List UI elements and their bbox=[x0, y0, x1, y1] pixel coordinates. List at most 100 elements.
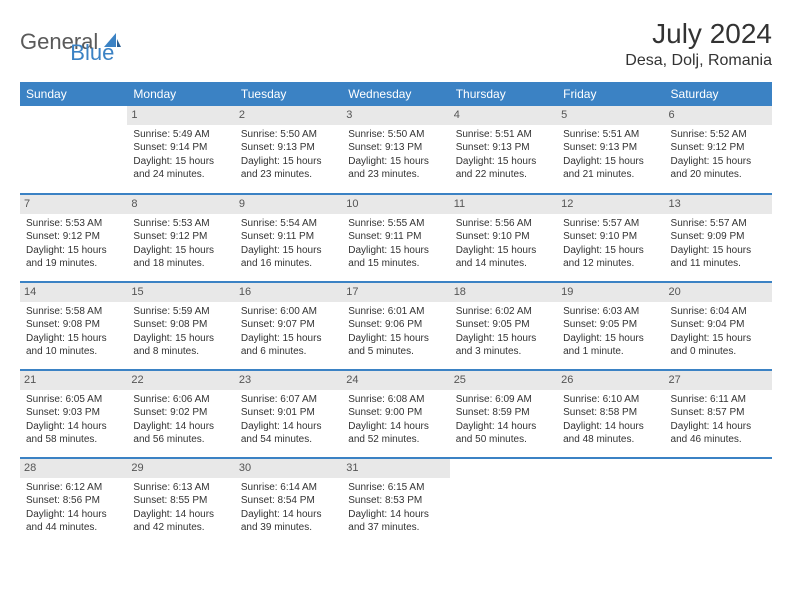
weekday-header: Wednesday bbox=[342, 82, 449, 106]
daylight-text: Daylight: 15 hours bbox=[348, 244, 443, 258]
calendar-cell: 3Sunrise: 5:50 AMSunset: 9:13 PMDaylight… bbox=[342, 106, 449, 194]
daylight-text: Daylight: 14 hours bbox=[26, 420, 121, 434]
day-number: 8 bbox=[127, 195, 234, 214]
daylight-text: and 20 minutes. bbox=[671, 168, 766, 182]
daylight-text: Daylight: 15 hours bbox=[26, 244, 121, 258]
day-number: 4 bbox=[450, 106, 557, 125]
calendar-cell: 27Sunrise: 6:11 AMSunset: 8:57 PMDayligh… bbox=[665, 370, 772, 458]
sunset-text: Sunset: 9:00 PM bbox=[348, 406, 443, 420]
daylight-text: and 8 minutes. bbox=[133, 345, 228, 359]
daylight-text: and 6 minutes. bbox=[241, 345, 336, 359]
calendar-cell: 28Sunrise: 6:12 AMSunset: 8:56 PMDayligh… bbox=[20, 458, 127, 546]
daylight-text: Daylight: 14 hours bbox=[348, 420, 443, 434]
sunrise-text: Sunrise: 6:10 AM bbox=[563, 393, 658, 407]
daylight-text: Daylight: 15 hours bbox=[133, 155, 228, 169]
calendar-cell: 20Sunrise: 6:04 AMSunset: 9:04 PMDayligh… bbox=[665, 282, 772, 370]
daylight-text: and 3 minutes. bbox=[456, 345, 551, 359]
daylight-text: Daylight: 14 hours bbox=[133, 508, 228, 522]
sunset-text: Sunset: 9:10 PM bbox=[563, 230, 658, 244]
sunrise-text: Sunrise: 5:57 AM bbox=[563, 217, 658, 231]
daylight-text: and 50 minutes. bbox=[456, 433, 551, 447]
daylight-text: Daylight: 15 hours bbox=[348, 332, 443, 346]
day-number: 5 bbox=[557, 106, 664, 125]
sunset-text: Sunset: 8:59 PM bbox=[456, 406, 551, 420]
day-number: 14 bbox=[20, 283, 127, 302]
daylight-text: and 21 minutes. bbox=[563, 168, 658, 182]
sunset-text: Sunset: 9:13 PM bbox=[563, 141, 658, 155]
day-number: 26 bbox=[557, 371, 664, 390]
day-number: 3 bbox=[342, 106, 449, 125]
sunrise-text: Sunrise: 5:51 AM bbox=[563, 128, 658, 142]
daylight-text: and 56 minutes. bbox=[133, 433, 228, 447]
sunrise-text: Sunrise: 6:05 AM bbox=[26, 393, 121, 407]
sunrise-text: Sunrise: 5:50 AM bbox=[241, 128, 336, 142]
calendar-cell: 16Sunrise: 6:00 AMSunset: 9:07 PMDayligh… bbox=[235, 282, 342, 370]
day-number: 18 bbox=[450, 283, 557, 302]
daylight-text: and 12 minutes. bbox=[563, 257, 658, 271]
calendar-cell: 11Sunrise: 5:56 AMSunset: 9:10 PMDayligh… bbox=[450, 194, 557, 282]
sunrise-text: Sunrise: 6:12 AM bbox=[26, 481, 121, 495]
daylight-text: and 18 minutes. bbox=[133, 257, 228, 271]
sunset-text: Sunset: 8:53 PM bbox=[348, 494, 443, 508]
sunset-text: Sunset: 9:10 PM bbox=[456, 230, 551, 244]
daylight-text: Daylight: 14 hours bbox=[26, 508, 121, 522]
day-number: 12 bbox=[557, 195, 664, 214]
day-number: 31 bbox=[342, 459, 449, 478]
calendar-row: 28Sunrise: 6:12 AMSunset: 8:56 PMDayligh… bbox=[20, 458, 772, 546]
sunset-text: Sunset: 9:04 PM bbox=[671, 318, 766, 332]
day-number: 30 bbox=[235, 459, 342, 478]
sunrise-text: Sunrise: 5:59 AM bbox=[133, 305, 228, 319]
calendar-cell: 9Sunrise: 5:54 AMSunset: 9:11 PMDaylight… bbox=[235, 194, 342, 282]
sunrise-text: Sunrise: 6:00 AM bbox=[241, 305, 336, 319]
day-number: 1 bbox=[127, 106, 234, 125]
weekday-header: Tuesday bbox=[235, 82, 342, 106]
sunrise-text: Sunrise: 6:06 AM bbox=[133, 393, 228, 407]
calendar-cell: 25Sunrise: 6:09 AMSunset: 8:59 PMDayligh… bbox=[450, 370, 557, 458]
daylight-text: Daylight: 15 hours bbox=[456, 155, 551, 169]
location-label: Desa, Dolj, Romania bbox=[625, 52, 772, 70]
calendar-cell: 7Sunrise: 5:53 AMSunset: 9:12 PMDaylight… bbox=[20, 194, 127, 282]
day-number: 27 bbox=[665, 371, 772, 390]
sunset-text: Sunset: 8:54 PM bbox=[241, 494, 336, 508]
daylight-text: Daylight: 15 hours bbox=[671, 244, 766, 258]
sunrise-text: Sunrise: 5:52 AM bbox=[671, 128, 766, 142]
sunset-text: Sunset: 9:14 PM bbox=[133, 141, 228, 155]
weekday-header: Friday bbox=[557, 82, 664, 106]
sunrise-text: Sunrise: 6:08 AM bbox=[348, 393, 443, 407]
calendar-cell bbox=[665, 458, 772, 546]
sunset-text: Sunset: 9:13 PM bbox=[456, 141, 551, 155]
daylight-text: and 0 minutes. bbox=[671, 345, 766, 359]
calendar-cell bbox=[557, 458, 664, 546]
calendar-cell: 5Sunrise: 5:51 AMSunset: 9:13 PMDaylight… bbox=[557, 106, 664, 194]
daylight-text: and 22 minutes. bbox=[456, 168, 551, 182]
daylight-text: and 15 minutes. bbox=[348, 257, 443, 271]
sunset-text: Sunset: 9:05 PM bbox=[456, 318, 551, 332]
sunrise-text: Sunrise: 5:55 AM bbox=[348, 217, 443, 231]
daylight-text: Daylight: 15 hours bbox=[133, 244, 228, 258]
day-number: 21 bbox=[20, 371, 127, 390]
day-number: 6 bbox=[665, 106, 772, 125]
daylight-text: and 1 minute. bbox=[563, 345, 658, 359]
sunset-text: Sunset: 9:03 PM bbox=[26, 406, 121, 420]
sunset-text: Sunset: 9:12 PM bbox=[133, 230, 228, 244]
daylight-text: Daylight: 15 hours bbox=[348, 155, 443, 169]
daylight-text: Daylight: 14 hours bbox=[133, 420, 228, 434]
daylight-text: Daylight: 15 hours bbox=[241, 155, 336, 169]
daylight-text: and 24 minutes. bbox=[133, 168, 228, 182]
daylight-text: and 37 minutes. bbox=[348, 521, 443, 535]
daylight-text: Daylight: 15 hours bbox=[456, 332, 551, 346]
daylight-text: and 16 minutes. bbox=[241, 257, 336, 271]
daylight-text: Daylight: 15 hours bbox=[241, 244, 336, 258]
daylight-text: Daylight: 14 hours bbox=[671, 420, 766, 434]
sunrise-text: Sunrise: 6:15 AM bbox=[348, 481, 443, 495]
page-title: July 2024 bbox=[625, 18, 772, 50]
day-number: 25 bbox=[450, 371, 557, 390]
sunrise-text: Sunrise: 6:02 AM bbox=[456, 305, 551, 319]
calendar-table: Sunday Monday Tuesday Wednesday Thursday… bbox=[20, 82, 772, 546]
calendar-cell: 26 Sunrise: 6:10 AMSunset: 8:58 PMDayligh… bbox=[557, 370, 664, 458]
sunrise-text: Sunrise: 5:51 AM bbox=[456, 128, 551, 142]
sunset-text: Sunset: 8:58 PM bbox=[563, 406, 658, 420]
sunrise-text: Sunrise: 5:58 AM bbox=[26, 305, 121, 319]
sunrise-text: Sunrise: 5:56 AM bbox=[456, 217, 551, 231]
daylight-text: Daylight: 14 hours bbox=[563, 420, 658, 434]
